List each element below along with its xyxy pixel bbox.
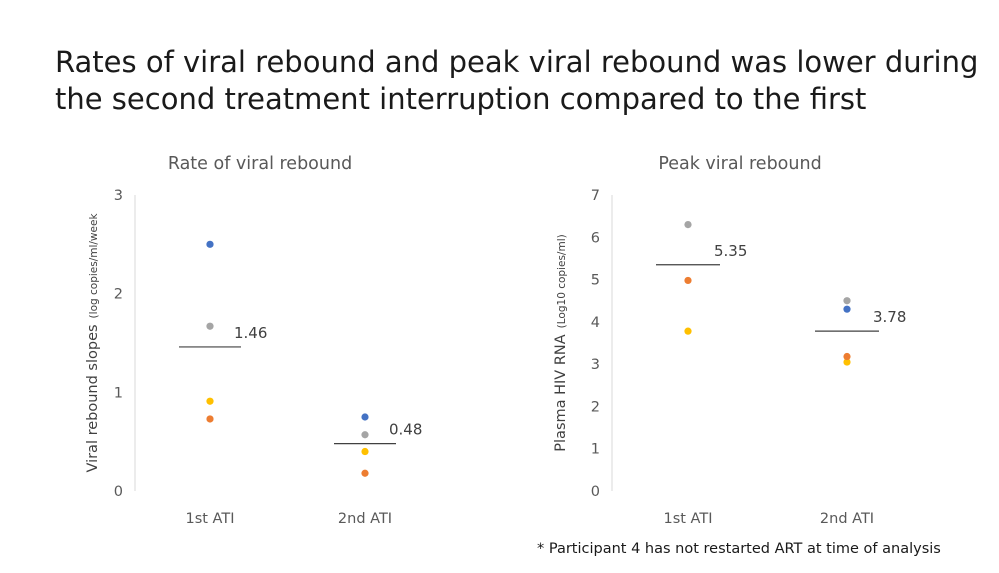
peak-mean-label: 3.78 (873, 308, 906, 326)
peak-y-axis-label: Plasma HIV RNA (Log10 copies/ml) (553, 234, 569, 451)
peak-y-tick-label: 6 (591, 230, 600, 246)
rate-data-point (361, 431, 369, 439)
rate-y-axis-label: Viral rebound slopes (log copies/ml/week (85, 213, 101, 473)
peak-y-tick-label: 4 (591, 315, 600, 331)
rate-data-point (361, 413, 369, 421)
rate-chart-title: Rate of viral rebound (168, 154, 352, 174)
peak-data-point (843, 305, 851, 313)
peak-y-tick-label: 1 (591, 442, 600, 458)
rate-y-tick-label: 2 (114, 287, 123, 303)
rate-data-point (361, 447, 369, 456)
peak-chart-title: Peak viral rebound (658, 154, 821, 174)
rate-x-tick-label: 2nd ATI (338, 511, 392, 527)
peak-y-tick-label: 0 (591, 484, 600, 500)
slide-title-line-2: the second treatment interruption compar… (55, 82, 867, 116)
rate-y-tick-label: 3 (114, 188, 123, 204)
peak-y-axis-label-sub: (Log10 copies/ml) (556, 234, 568, 328)
peak-data-point (684, 221, 692, 229)
rate-data-point (206, 415, 214, 423)
rate-mean-label: 1.46 (234, 324, 267, 342)
peak-data-point (843, 358, 851, 366)
peak-y-tick-label: 3 (591, 357, 600, 373)
peak-y-tick-label: 5 (591, 273, 600, 289)
peak-data-point (843, 297, 851, 305)
peak-x-tick-label: 1st ATI (663, 511, 712, 527)
slide-title-line-1: Rates of viral rebound and peak viral re… (55, 45, 979, 79)
peak-y-axis-label-main: Plasma HIV RNA (553, 334, 569, 451)
peak-data-point (843, 352, 851, 361)
peak-y-tick-label: 7 (591, 188, 600, 204)
peak-data-point (684, 276, 692, 285)
peak-y-tick-label: 2 (591, 399, 600, 415)
rate-y-tick-label: 0 (114, 484, 123, 500)
peak-x-tick-label: 2nd ATI (820, 511, 874, 527)
slide-title: Rates of viral rebound and peak viral re… (55, 44, 979, 118)
rate-y-axis-label-main: Viral rebound slopes (85, 324, 101, 472)
peak-data-point (684, 327, 692, 335)
rate-y-tick-label: 1 (114, 385, 123, 401)
rate-x-tick-label: 1st ATI (185, 511, 234, 527)
rate-data-point (206, 322, 214, 330)
rate-data-point (206, 397, 214, 405)
peak-mean-label: 5.35 (714, 242, 747, 260)
footnote: * Participant 4 has not restarted ART at… (537, 541, 941, 557)
rate-mean-label: 0.48 (389, 421, 422, 439)
rate-data-point (206, 240, 214, 248)
rate-y-axis-label-sub: (log copies/ml/week (88, 213, 100, 319)
rate-data-point (361, 469, 369, 477)
